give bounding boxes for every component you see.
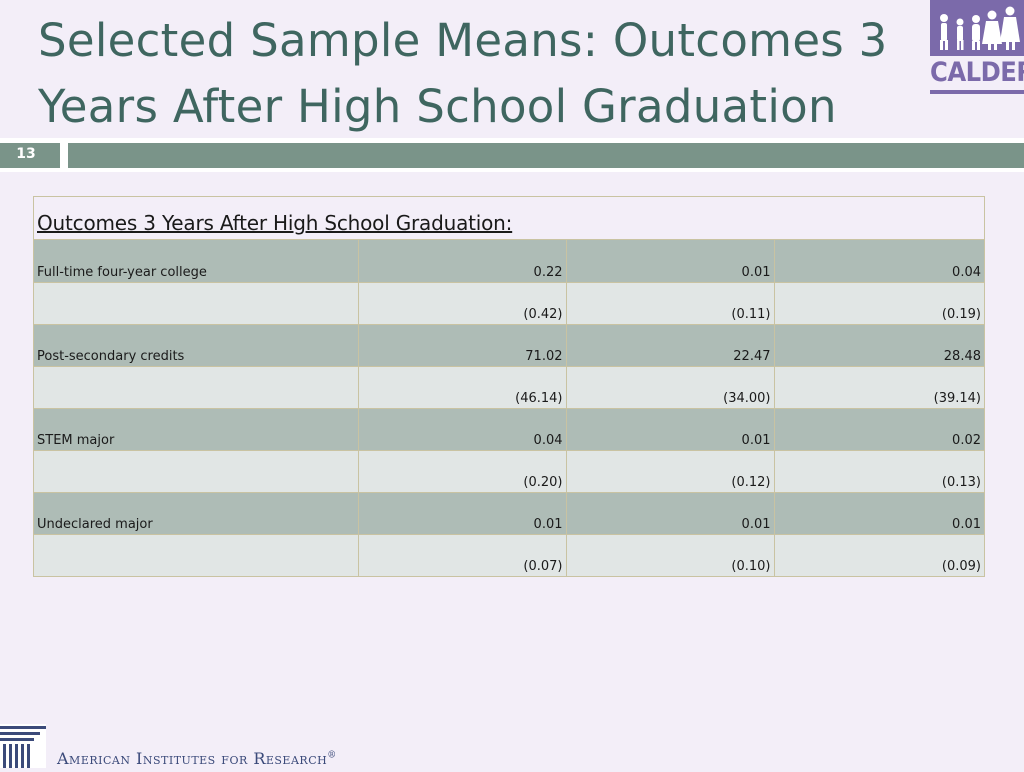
value-cell: (34.00)	[566, 366, 775, 409]
calder-logo: CALDER	[930, 0, 1024, 96]
value-cell: (0.13)	[774, 450, 984, 493]
row-label	[34, 534, 359, 576]
value-cell: 0.01	[774, 492, 984, 535]
footer-org-text: American Institutes for Research	[57, 749, 328, 768]
means-table: Full-time four-year college 0.22 0.01 0.04(…	[34, 240, 984, 576]
value-cell: 0.01	[358, 492, 567, 535]
table-title: Outcomes 3 Years After High School Gradu…	[37, 211, 513, 235]
table-row-mean: Full-time four-year college 0.22 0.01 0.04	[34, 240, 984, 283]
page-number: 13	[16, 146, 36, 162]
table-row-mean: STEM major 0.04 0.01 0.02	[34, 408, 984, 451]
value-cell: (0.19)	[774, 282, 984, 325]
value-cell: 0.02	[774, 408, 984, 451]
value-cell: (0.07)	[358, 534, 567, 576]
value-cell: (0.12)	[566, 450, 775, 493]
value-cell: 0.04	[774, 240, 984, 283]
row-label: Full-time four-year college	[34, 240, 359, 283]
table-row-se: (0.20) (0.12) (0.13)	[34, 450, 984, 493]
table-title-row: Outcomes 3 Years After High School Gradu…	[34, 197, 984, 240]
calder-figures-icon	[930, 0, 1024, 56]
calder-logo-text: CALDER	[930, 57, 1024, 88]
page-number-box	[0, 143, 60, 168]
table-row-se: (46.14) (34.00) (39.14)	[34, 366, 984, 409]
value-cell: 0.01	[566, 408, 775, 451]
value-cell: (0.09)	[774, 534, 984, 576]
row-label	[34, 282, 359, 325]
calder-logo-underline	[930, 90, 1024, 94]
outcomes-table: Outcomes 3 Years After High School Gradu…	[33, 196, 985, 577]
value-cell: 28.48	[774, 324, 984, 367]
value-cell: 0.01	[566, 492, 775, 535]
value-cell: (46.14)	[358, 366, 567, 409]
row-label: Post-secondary credits	[34, 324, 359, 367]
footer-org-name: American Institutes for Research®	[57, 749, 337, 768]
header-bar	[68, 143, 1024, 168]
air-columns-icon	[0, 724, 50, 768]
value-cell: (0.20)	[358, 450, 567, 493]
value-cell: (0.10)	[566, 534, 775, 576]
table-body: Full-time four-year college 0.22 0.01 0.04(…	[34, 240, 984, 576]
value-cell: 0.04	[358, 408, 567, 451]
slide-title: Selected Sample Means: Outcomes 3 Years …	[38, 14, 888, 133]
table-row-se: (0.07) (0.10) (0.09)	[34, 534, 984, 576]
value-cell: (0.11)	[566, 282, 775, 325]
row-label	[34, 366, 359, 409]
row-label: Undeclared major	[34, 492, 359, 535]
value-cell: (39.14)	[774, 366, 984, 409]
table-row-se: (0.42) (0.11) (0.19)	[34, 282, 984, 325]
value-cell: 0.22	[358, 240, 567, 283]
value-cell: 71.02	[358, 324, 567, 367]
table-row-mean: Post-secondary credits 71.02 22.47 28.48	[34, 324, 984, 367]
trademark-symbol: ®	[327, 750, 337, 761]
value-cell: 0.01	[566, 240, 775, 283]
row-label	[34, 450, 359, 493]
value-cell: (0.42)	[358, 282, 567, 325]
value-cell: 22.47	[566, 324, 775, 367]
table-row-mean: Undeclared major 0.01 0.01 0.01	[34, 492, 984, 535]
row-label: STEM major	[34, 408, 359, 451]
